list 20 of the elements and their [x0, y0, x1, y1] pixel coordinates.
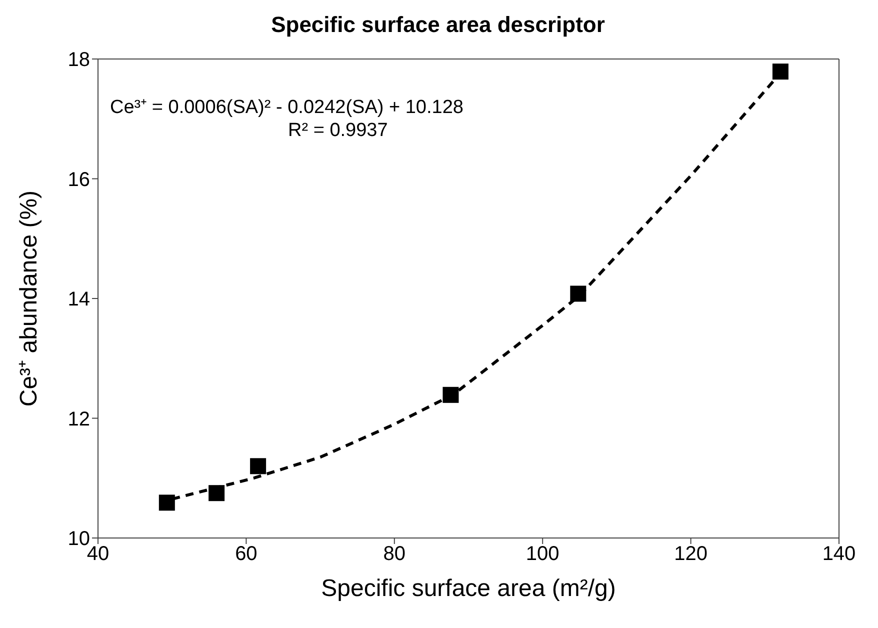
y-axis-title: Ce³⁺ abundance (%)	[16, 190, 43, 407]
x-tick-label: 60	[235, 543, 258, 566]
point	[442, 386, 459, 403]
point	[158, 494, 175, 511]
point	[208, 485, 225, 502]
x-tick-label: 120	[674, 543, 708, 566]
annotation: Ce³⁺ = 0.0006(SA)² - 0.0242(SA) + 10.128	[110, 96, 464, 119]
y-tick-label: 12	[68, 408, 90, 430]
chart-title: Specific surface area descriptor	[270, 12, 606, 38]
y-tick-label: 18	[68, 49, 90, 72]
annotation: R² = 0.9937	[287, 119, 389, 142]
y-tick-label: 16	[68, 168, 90, 191]
y-tick-label: 14	[68, 288, 90, 311]
point	[772, 64, 788, 80]
point	[570, 286, 586, 302]
x-tick-label: 140	[822, 543, 856, 566]
x-tick-label: 100	[526, 543, 560, 566]
x-tick-label: 80	[383, 543, 406, 566]
point	[250, 458, 266, 474]
x-axis-title: Specific surface area (m²/g)	[321, 575, 616, 602]
